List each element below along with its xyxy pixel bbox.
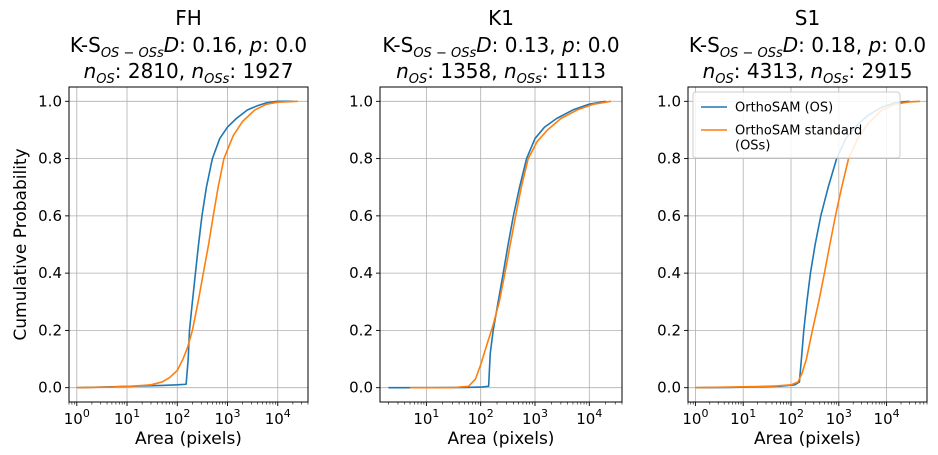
x-tick-label: 102 [778, 407, 804, 428]
y-tick-label: 0.6 [657, 207, 681, 225]
x-tick-label: 103 [826, 407, 852, 428]
legend-label: OrthoSAM standard (OSs) [735, 124, 862, 154]
x-tick-label: 101 [413, 407, 439, 428]
y-tick-label: 1.0 [657, 92, 681, 110]
y-tick-label: 0.8 [38, 150, 62, 168]
x-tick-label: 100 [64, 407, 90, 428]
chart-subtitle-ks: K-SOS − OSsD: 0.16, p: 0.0 [70, 33, 307, 61]
x-axis-label: Area (pixels) [448, 429, 555, 449]
chart-title: FH [175, 6, 202, 30]
y-tick-label: 0.2 [38, 321, 62, 339]
x-tick-label: 102 [468, 407, 494, 428]
x-tick-label: 103 [214, 407, 240, 428]
y-tick-label: 0.4 [38, 264, 62, 282]
y-axis-label: Cumulative Probability [11, 148, 31, 340]
series-line-oss [410, 100, 612, 389]
chart-subtitle-counts: nOS: 2810, nOSs: 1927 [84, 59, 294, 87]
chart-subtitle-counts: nOS: 1358, nOSs: 1113 [396, 59, 606, 87]
axes-frame [68, 86, 309, 403]
y-tick-label: 1.0 [349, 92, 373, 110]
chart-subtitle-ks: K-SOS − OSsD: 0.13, p: 0.0 [382, 33, 619, 61]
x-tick-label: 101 [730, 407, 756, 428]
x-tick-label: 100 [682, 407, 708, 428]
x-tick-label: 101 [114, 407, 140, 428]
chart-panel-s1: 100 101 102 103 104 0.0 0.2 0.4 0.6 0.8 1.0 Area (p… [657, 6, 928, 449]
y-tick-label: 0.0 [657, 379, 681, 397]
chart-title: S1 [795, 6, 820, 30]
series-line-oss [76, 100, 298, 389]
chart-subtitle-ks: K-SOS − OSsD: 0.18, p: 0.0 [689, 33, 926, 61]
axes-frame [687, 86, 928, 403]
y-tick-label: 0.0 [349, 379, 373, 397]
y-tick-label: 0.8 [657, 150, 681, 168]
y-tick-label: 0.6 [349, 207, 373, 225]
x-tick-label: 104 [265, 407, 291, 428]
y-tick-label: 0.4 [657, 264, 681, 282]
chart-legend: OrthoSAM (OS) OrthoSAM standard (OSs) [692, 91, 901, 159]
y-tick-label: 0.8 [349, 150, 373, 168]
axes-frame [379, 86, 623, 403]
y-tick-label: 1.0 [38, 92, 62, 110]
chart-subtitle-counts: nOS: 4313, nOSs: 2915 [703, 59, 913, 87]
y-tick-label: 0.4 [349, 264, 373, 282]
chart-panel-fh: 100 101 102 103 104 0.0 0.2 0.4 0.6 0.8 1.0 Area (p… [11, 6, 309, 449]
x-axis-label: Area (pixels) [754, 429, 861, 449]
series-line-os [388, 100, 606, 389]
x-tick-label: 104 [576, 407, 602, 428]
y-tick-label: 0.2 [657, 321, 681, 339]
x-axis-label: Area (pixels) [135, 429, 242, 449]
x-tick-label: 104 [874, 407, 900, 428]
chart-title: K1 [488, 6, 514, 30]
legend-label: OrthoSAM (OS) [735, 101, 833, 116]
y-tick-label: 0.6 [38, 207, 62, 225]
y-tick-label: 0.2 [349, 321, 373, 339]
y-tick-label: 0.0 [38, 379, 62, 397]
x-tick-label: 103 [522, 407, 548, 428]
x-tick-label: 102 [164, 407, 190, 428]
legend-box [692, 91, 901, 159]
chart-panel-k1: 101 102 103 104 0.0 0.2 0.4 0.6 0.8 1.0 Area (pixe… [349, 6, 623, 449]
series-line-os [76, 100, 293, 389]
